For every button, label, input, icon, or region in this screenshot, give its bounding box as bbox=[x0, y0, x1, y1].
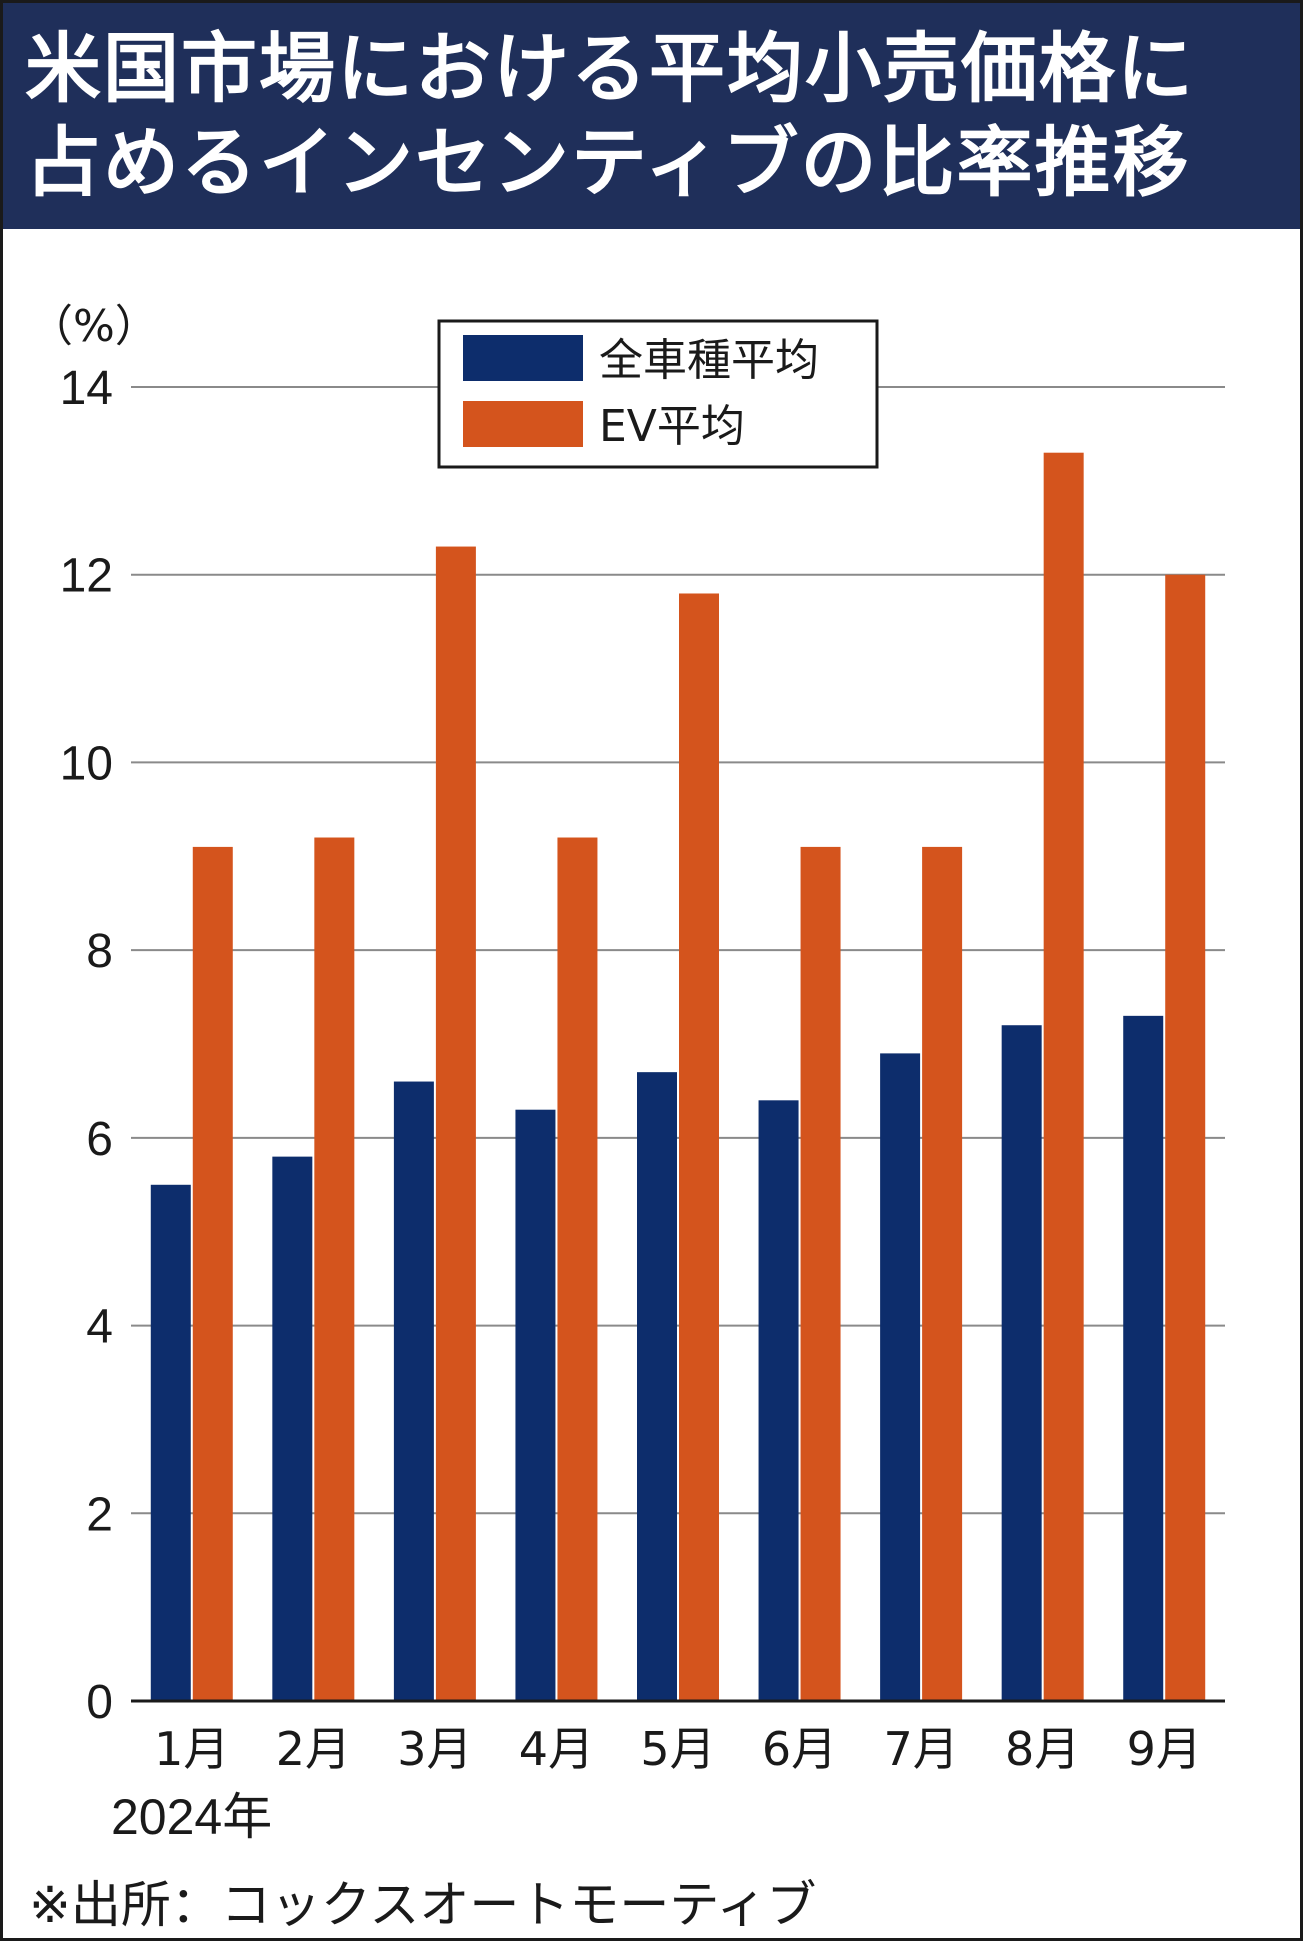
y-tick-label: 12 bbox=[60, 550, 113, 603]
y-tick-label: 0 bbox=[86, 1676, 113, 1729]
bar-ev-7 bbox=[922, 846, 963, 1701]
bar-all-vehicles-2 bbox=[272, 1156, 313, 1701]
x-category-label: 9月 bbox=[1127, 1722, 1202, 1769]
y-tick-label: 4 bbox=[86, 1301, 113, 1354]
bar-ev-4 bbox=[557, 837, 598, 1701]
bar-ev-2 bbox=[314, 837, 355, 1701]
bar-all-vehicles-4 bbox=[515, 1109, 556, 1701]
bar-all-vehicles-8 bbox=[1001, 1025, 1042, 1701]
y-tick-label: 10 bbox=[60, 737, 113, 790]
x-category-label: 3月 bbox=[397, 1722, 472, 1769]
x-category-label: 6月 bbox=[762, 1722, 837, 1769]
bar-all-vehicles-5 bbox=[637, 1072, 677, 1701]
x-category-label: 2月 bbox=[276, 1722, 351, 1769]
legend-label-all-vehicles: 全車種平均 bbox=[599, 335, 819, 386]
y-tick-label: 2 bbox=[86, 1488, 113, 1541]
y-tick-label: 14 bbox=[60, 362, 113, 415]
bars bbox=[150, 452, 1206, 1702]
bar-all-vehicles-6 bbox=[758, 1100, 799, 1701]
bar-ev-5 bbox=[679, 593, 719, 1701]
bar-all-vehicles-3 bbox=[393, 1081, 434, 1701]
bar-ev-8 bbox=[1043, 452, 1084, 1702]
x-category-label: 4月 bbox=[519, 1722, 594, 1769]
bar-all-vehicles-7 bbox=[880, 1053, 921, 1701]
legend: 全車種平均 EV平均 bbox=[437, 319, 879, 469]
legend-swatch-ev bbox=[463, 401, 583, 447]
bar-all-vehicles-9 bbox=[1123, 1015, 1164, 1701]
y-tick-label: 6 bbox=[86, 1113, 113, 1166]
bar-chart: 0 2 4 6 8 10 12 14 1月 2月 3月 4月 5月 6月 7月 8月 9月 （%） 全車種平均 E… bbox=[29, 301, 1225, 1769]
bar-ev-6 bbox=[800, 846, 841, 1701]
gridlines bbox=[131, 386, 1225, 1515]
bar-ev-9 bbox=[1165, 574, 1206, 1701]
title-bar: 米国市場における平均小売価格に 占めるインセンティブの比率推移 bbox=[3, 3, 1300, 229]
y-axis-unit-label: （%） bbox=[29, 301, 159, 352]
y-tick-label: 8 bbox=[86, 925, 113, 978]
x-category-label: 1月 bbox=[154, 1722, 229, 1769]
source-note: ※出所：コックスオートモーティブ bbox=[29, 1876, 817, 1934]
axes: 0 2 4 6 8 10 12 14 1月 2月 3月 4月 5月 6月 7月 8月 9月 bbox=[60, 362, 1225, 1769]
x-category-label: 5月 bbox=[640, 1722, 715, 1769]
x-category-label: 8月 bbox=[1005, 1722, 1080, 1769]
bar-ev-1 bbox=[192, 846, 233, 1701]
legend-label-ev: EV平均 bbox=[599, 401, 745, 452]
bar-all-vehicles-1 bbox=[150, 1184, 191, 1701]
x-category-label: 7月 bbox=[883, 1722, 958, 1769]
bar-ev-3 bbox=[435, 546, 476, 1701]
chart-title-line-2: 占めるインセンティブの比率推移 bbox=[25, 118, 1191, 207]
year-label: 2024年 bbox=[111, 1789, 273, 1845]
legend-swatch-all-vehicles bbox=[463, 335, 583, 381]
chart-title-line-1: 米国市場における平均小売価格に bbox=[25, 24, 1195, 113]
